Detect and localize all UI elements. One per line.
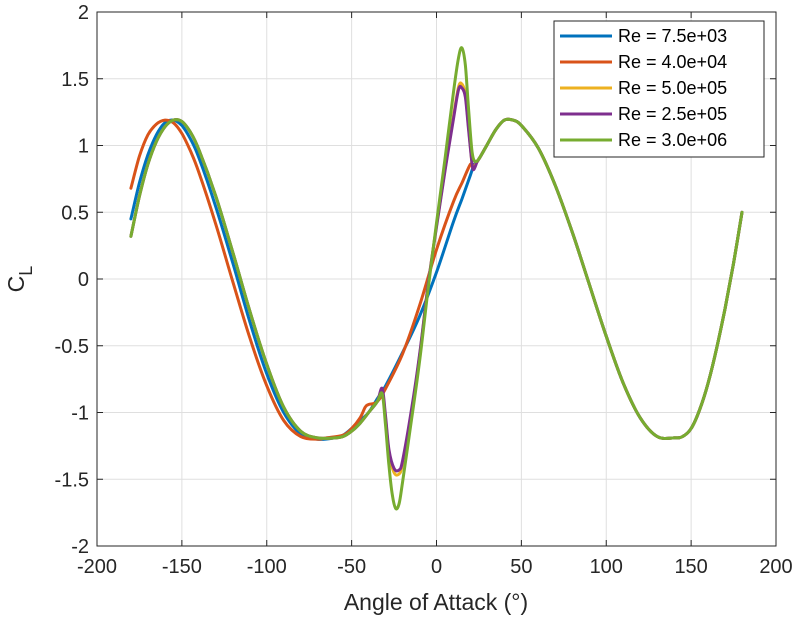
x-axis-label: Angle of Attack (°) [344,589,528,615]
x-tick-label: -150 [162,556,202,578]
x-tick-labels: -200 -150 -100 -50 0 50 100 150 200 [77,556,793,578]
legend-items: Re = 7.5e+03 Re = 4.0e+04 Re = 5.0e+05 Re =… [560,26,727,150]
y-tick-label: -2 [71,536,89,558]
y-tick-label: -1.5 [55,469,89,491]
legend-label: Re = 2.5e+05 [618,104,727,124]
x-tick-label: -100 [247,556,287,578]
y-tick-label: 0 [78,269,89,291]
y-axis-label: CL [3,266,36,293]
y-axis-label-subscript: L [16,266,36,276]
tick-marks [96,11,777,547]
legend-label: Re = 5.0e+05 [618,78,727,98]
y-tick-label: 1.5 [61,69,89,91]
legend-label: Re = 7.5e+03 [618,26,727,46]
y-tick-label: 1 [78,136,89,158]
x-tick-label: 50 [510,556,532,578]
x-tick-label: 200 [759,556,792,578]
x-tick-label: 0 [431,556,442,578]
legend-label: Re = 3.0e+06 [618,130,727,150]
y-tick-labels: -2 -1.5 -1 -0.5 0 0.5 1 1.5 2 [55,2,89,558]
x-tick-label: 100 [590,556,623,578]
y-tick-label: -0.5 [55,336,89,358]
y-tick-label: 0.5 [61,202,89,224]
legend: Re = 7.5e+03 Re = 4.0e+04 Re = 5.0e+05 Re =… [553,20,765,158]
svg-text:CL: CL [3,266,36,293]
y-axis-label-main: C [3,276,29,293]
x-tick-label: -50 [337,556,366,578]
legend-label: Re = 4.0e+04 [618,52,727,72]
y-tick-label: 2 [78,2,89,24]
series-line [129,46,744,511]
x-tick-label: 150 [674,556,707,578]
y-tick-label: -1 [71,403,89,425]
x-tick-label: -200 [77,556,117,578]
series-lines [129,46,744,511]
